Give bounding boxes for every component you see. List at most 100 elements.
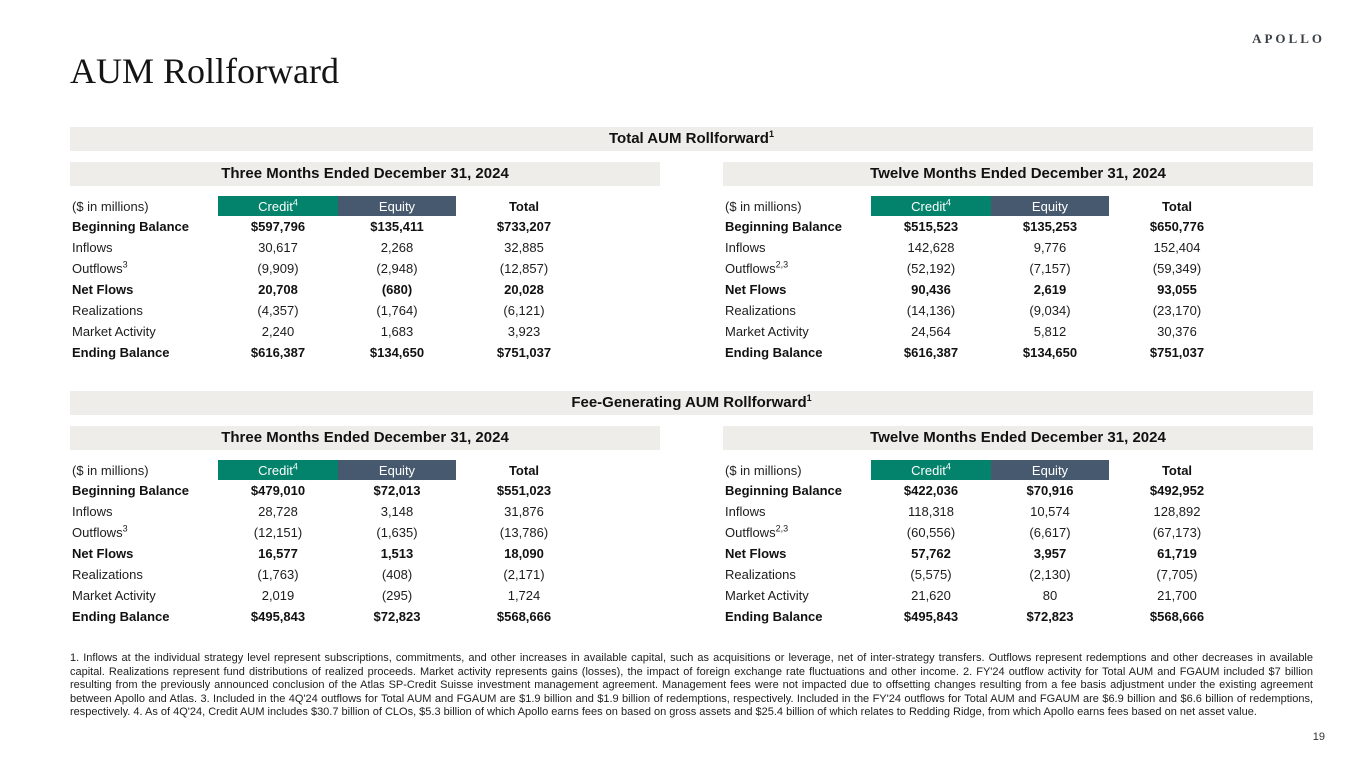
cell-value: $616,387 xyxy=(903,345,959,360)
period-header: Three Months Ended December 31, 2024 xyxy=(70,162,660,186)
credit-label: Credit xyxy=(911,198,946,214)
cell-value: 2,240 xyxy=(261,324,295,339)
cell-value: (1,763) xyxy=(257,567,299,582)
table-block-total-3mo: Three Months Ended December 31, 2024 ($ … xyxy=(70,162,660,363)
table-body: Beginning Balance $597,796 $135,411 $733,20… xyxy=(72,216,592,363)
row-label-text: Market Activity xyxy=(725,588,809,603)
cell-value: 5,812 xyxy=(1033,324,1067,339)
cell-value: (2,130) xyxy=(1029,567,1071,582)
cell-value: 80 xyxy=(1042,588,1058,603)
cell-value: (6,617) xyxy=(1029,525,1071,540)
equity-column-header: Equity xyxy=(991,460,1109,480)
cell-value: 152,404 xyxy=(1153,240,1201,255)
cell-value: 90,436 xyxy=(911,282,951,297)
row-label: Ending Balance xyxy=(725,342,871,363)
cell-value: 3,923 xyxy=(507,324,541,339)
row-label-text: Realizations xyxy=(72,303,143,318)
column-header-row: ($ in millions) Credit4 Equity Total xyxy=(72,196,592,216)
row-label-text: Realizations xyxy=(725,303,796,318)
section-title: Total AUM Rollforward xyxy=(608,130,769,147)
footnote-ref: 4 xyxy=(292,197,298,208)
table-row: Beginning Balance $515,523 $135,253 $650,77… xyxy=(725,216,1245,237)
footnote-ref: 4 xyxy=(292,461,298,472)
row-label: Outflows2,3 xyxy=(725,258,871,279)
column-header-row: ($ in millions) Credit4 Equity Total xyxy=(72,460,592,480)
footnote-ref: 2,3 xyxy=(775,259,789,270)
cell-value: $135,411 xyxy=(370,219,424,234)
cell-value: 128,892 xyxy=(1153,504,1201,519)
period-header: Twelve Months Ended December 31, 2024 xyxy=(723,162,1313,186)
row-label-text: Net Flows xyxy=(72,282,134,297)
cell-value: $72,823 xyxy=(373,609,421,624)
table-row: Outflows3 (9,909) (2,948) (12,857) xyxy=(72,258,592,279)
cell-value: 93,055 xyxy=(1157,282,1197,297)
table-row: Realizations (1,763) (408) (2,171) xyxy=(72,564,592,585)
cell-value: 16,577 xyxy=(258,546,298,561)
row-label: Realizations xyxy=(72,300,218,321)
table-row: Net Flows 90,436 2,619 93,055 xyxy=(725,279,1245,300)
credit-column-header: Credit4 xyxy=(218,196,338,216)
row-label: Market Activity xyxy=(725,585,871,606)
row-label: Realizations xyxy=(725,564,871,585)
cell-value: 2,619 xyxy=(1033,282,1067,297)
table-row: Ending Balance $495,843 $72,823 $568,666 xyxy=(72,606,592,627)
table-row: Outflows2,3 (52,192) (7,157) (59,349) xyxy=(725,258,1245,279)
credit-label: Credit xyxy=(258,198,293,214)
row-label-text: Inflows xyxy=(72,240,113,255)
table-body: Beginning Balance $479,010 $72,013 $551,023… xyxy=(72,480,592,627)
row-label-text: Outflows xyxy=(72,261,123,276)
cell-value: $70,916 xyxy=(1026,483,1074,498)
cell-value: (295) xyxy=(381,588,413,603)
row-label: Ending Balance xyxy=(72,342,218,363)
aum-table: ($ in millions) Credit4 Equity Total Beg… xyxy=(72,460,592,627)
row-label: Ending Balance xyxy=(725,606,871,627)
total-column-header: Total xyxy=(508,462,540,478)
tables-row: Three Months Ended December 31, 2024 ($ … xyxy=(70,162,1313,363)
cell-value: 18,090 xyxy=(504,546,544,561)
row-label: Net Flows xyxy=(725,279,871,300)
cell-value: (1,764) xyxy=(376,303,418,318)
cell-value: 32,885 xyxy=(504,240,544,255)
cell-value: (52,192) xyxy=(906,261,956,276)
unit-label: ($ in millions) xyxy=(725,198,802,214)
row-label: Market Activity xyxy=(72,585,218,606)
unit-label: ($ in millions) xyxy=(72,198,149,214)
period-header: Twelve Months Ended December 31, 2024 xyxy=(723,426,1313,450)
cell-value: 61,719 xyxy=(1157,546,1197,561)
cell-value: 30,376 xyxy=(1157,324,1197,339)
table-row: Net Flows 20,708 (680) 20,028 xyxy=(72,279,592,300)
cell-value: (2,171) xyxy=(503,567,545,582)
total-column-header: Total xyxy=(508,198,540,214)
table-row: Beginning Balance $479,010 $72,013 $551,023 xyxy=(72,480,592,501)
row-label-text: Inflows xyxy=(725,504,766,519)
cell-value: 3,957 xyxy=(1033,546,1067,561)
row-label-text: Realizations xyxy=(725,567,796,582)
cell-value: $72,013 xyxy=(373,483,421,498)
row-label-text: Beginning Balance xyxy=(72,219,190,234)
table-block-total-12mo: Twelve Months Ended December 31, 2024 ($… xyxy=(723,162,1313,363)
table-row: Ending Balance $616,387 $134,650 $751,037 xyxy=(72,342,592,363)
cell-value: $134,650 xyxy=(1022,345,1078,360)
row-label-text: Beginning Balance xyxy=(725,483,843,498)
cell-value: $597,796 xyxy=(250,219,306,234)
table-block-fgaum-12mo: Twelve Months Ended December 31, 2024 ($… xyxy=(723,426,1313,627)
cell-value: $751,037 xyxy=(496,345,552,360)
cell-value: (2,948) xyxy=(376,261,418,276)
apollo-logo: APOLLO xyxy=(1252,31,1325,46)
row-label: Market Activity xyxy=(725,321,871,342)
table-row: Net Flows 57,762 3,957 61,719 xyxy=(725,543,1245,564)
cell-value: 1,513 xyxy=(380,546,414,561)
cell-value: (60,556) xyxy=(906,525,956,540)
section-header-total-aum: Total AUM Rollforward1 xyxy=(70,127,1313,151)
cell-value: 9,776 xyxy=(1033,240,1067,255)
table-row: Inflows 30,617 2,268 32,885 xyxy=(72,237,592,258)
row-label: Realizations xyxy=(72,564,218,585)
row-label-text: Inflows xyxy=(725,240,766,255)
cell-value: $134,650 xyxy=(369,345,425,360)
cell-value: $422,036 xyxy=(903,483,959,498)
cell-value: (59,349) xyxy=(1152,261,1202,276)
table-row: Outflows2,3 (60,556) (6,617) (67,173) xyxy=(725,522,1245,543)
footnote-ref: 2,3 xyxy=(775,523,789,534)
cell-value: (13,786) xyxy=(499,525,549,540)
cell-value: (7,705) xyxy=(1156,567,1198,582)
